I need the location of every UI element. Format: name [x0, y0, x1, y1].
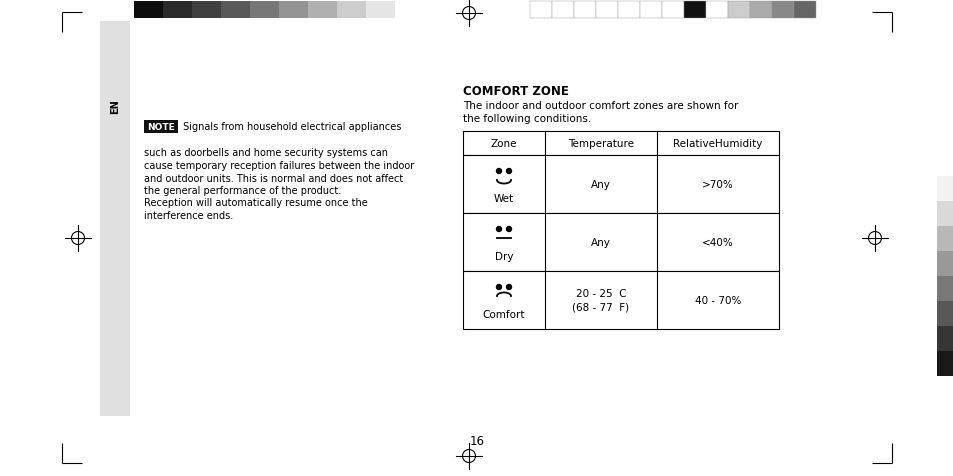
Bar: [727, 2, 749, 19]
Text: COMFORT ZONE: COMFORT ZONE: [462, 85, 568, 98]
Text: such as doorbells and home security systems can: such as doorbells and home security syst…: [144, 148, 388, 158]
Bar: [133, 2, 163, 19]
Bar: [618, 2, 639, 19]
Bar: [793, 2, 815, 19]
Text: (68 - 77  F): (68 - 77 F): [572, 302, 629, 312]
Text: Reception will automatically resume once the: Reception will automatically resume once…: [144, 198, 367, 208]
Text: and outdoor units. This is normal and does not affect: and outdoor units. This is normal and do…: [144, 173, 403, 183]
Text: 40 - 70%: 40 - 70%: [694, 296, 740, 306]
Text: The indoor and outdoor comfort zones are shown for: The indoor and outdoor comfort zones are…: [462, 101, 738, 111]
Bar: [192, 2, 221, 19]
Bar: [936, 301, 953, 327]
Bar: [705, 2, 727, 19]
Bar: [749, 2, 771, 19]
Bar: [278, 2, 308, 19]
Bar: [936, 177, 953, 201]
Text: Wet: Wet: [494, 194, 514, 204]
Bar: [336, 2, 366, 19]
Bar: [144, 121, 178, 134]
Text: interference ends.: interference ends.: [144, 210, 233, 220]
Text: >70%: >70%: [701, 179, 733, 189]
Text: RelativeHumidity: RelativeHumidity: [673, 139, 761, 149]
Bar: [639, 2, 661, 19]
Bar: [936, 201, 953, 227]
Bar: [163, 2, 192, 19]
Bar: [749, 2, 771, 19]
Bar: [530, 2, 552, 19]
Text: Comfort: Comfort: [482, 309, 525, 319]
Bar: [552, 2, 574, 19]
Circle shape: [506, 227, 511, 232]
Bar: [661, 2, 683, 19]
Text: Dry: Dry: [495, 251, 513, 261]
Text: Any: Any: [591, 238, 610, 248]
Circle shape: [496, 227, 501, 232]
Text: the general performance of the product.: the general performance of the product.: [144, 186, 341, 196]
Bar: [596, 2, 618, 19]
Text: Any: Any: [591, 179, 610, 189]
Bar: [574, 2, 596, 19]
Text: Temperature: Temperature: [567, 139, 634, 149]
Text: EN: EN: [110, 99, 120, 114]
Bar: [574, 2, 596, 19]
Bar: [936, 327, 953, 351]
Bar: [618, 2, 639, 19]
Bar: [683, 2, 705, 19]
Bar: [639, 2, 661, 19]
Bar: [552, 2, 574, 19]
Bar: [530, 2, 552, 19]
Text: 16: 16: [469, 435, 484, 447]
Bar: [462, 271, 779, 329]
Bar: [462, 156, 779, 214]
Bar: [308, 2, 336, 19]
Bar: [221, 2, 250, 19]
Bar: [366, 2, 395, 19]
Bar: [100, 22, 130, 416]
Bar: [462, 214, 779, 271]
Text: <40%: <40%: [701, 238, 733, 248]
Bar: [462, 132, 779, 156]
Text: Signals from household electrical appliances: Signals from household electrical applia…: [180, 122, 401, 132]
Bar: [936, 227, 953, 251]
Circle shape: [496, 169, 501, 174]
Circle shape: [506, 169, 511, 174]
Bar: [936, 351, 953, 376]
Text: Zone: Zone: [490, 139, 517, 149]
Bar: [936, 251, 953, 277]
Bar: [771, 2, 793, 19]
Circle shape: [506, 285, 511, 290]
Bar: [596, 2, 618, 19]
Text: the following conditions.: the following conditions.: [462, 114, 591, 124]
Text: cause temporary reception failures between the indoor: cause temporary reception failures betwe…: [144, 161, 414, 170]
Bar: [727, 2, 749, 19]
Circle shape: [496, 285, 501, 290]
Bar: [661, 2, 683, 19]
Bar: [683, 2, 705, 19]
Bar: [250, 2, 278, 19]
Bar: [771, 2, 793, 19]
Bar: [793, 2, 815, 19]
Bar: [705, 2, 727, 19]
Text: NOTE: NOTE: [147, 123, 174, 132]
Bar: [936, 277, 953, 301]
Text: 20 - 25  C: 20 - 25 C: [576, 288, 625, 298]
